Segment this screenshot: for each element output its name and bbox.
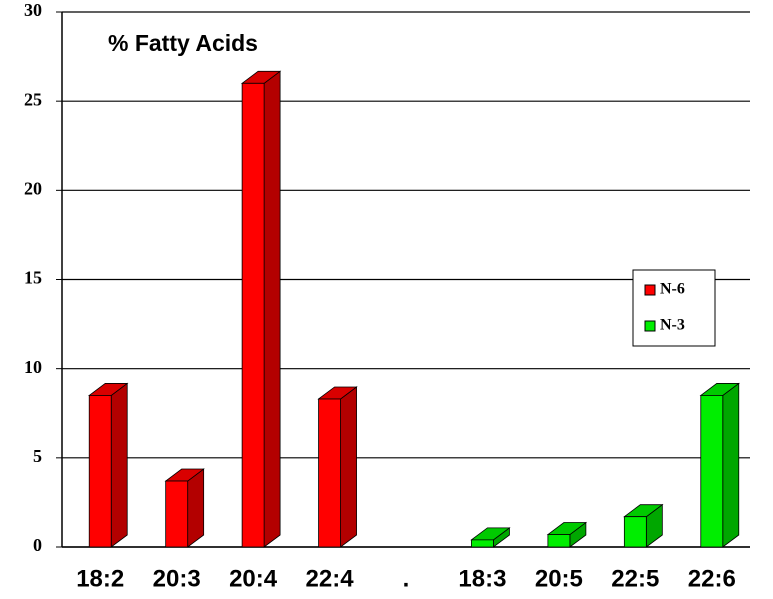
y-tick-label: 5 xyxy=(33,446,42,466)
x-tick-label: . xyxy=(403,565,410,592)
x-tick-label: 20:5 xyxy=(535,565,583,592)
bar xyxy=(623,516,647,548)
bar xyxy=(88,395,112,548)
bar xyxy=(318,398,341,548)
bar xyxy=(700,395,724,548)
chart-title: % Fatty Acids xyxy=(108,30,258,56)
bar-side xyxy=(340,386,357,548)
bar-side xyxy=(187,468,205,548)
x-tick-label: 18:2 xyxy=(76,565,124,592)
bar xyxy=(241,82,265,548)
x-tick-label: 20:4 xyxy=(229,565,278,592)
x-tick-label: 18:3 xyxy=(458,565,506,592)
legend-label: N-3 xyxy=(660,317,685,334)
y-tick-label: 15 xyxy=(24,268,42,288)
y-tick-label: 0 xyxy=(33,535,42,555)
bar-side xyxy=(722,382,740,548)
y-tick-label: 30 xyxy=(24,0,42,20)
x-tick-label: 22:5 xyxy=(611,565,659,592)
legend-box xyxy=(632,269,716,347)
y-tick-label: 20 xyxy=(24,178,42,198)
legend-label: N-6 xyxy=(660,281,685,298)
bar-side xyxy=(110,382,128,548)
x-tick-label: 22:6 xyxy=(688,565,736,592)
bar-side xyxy=(263,70,281,548)
y-tick-label: 10 xyxy=(24,357,42,377)
bar xyxy=(471,539,494,548)
x-tick-label: 22:4 xyxy=(306,565,355,592)
bar xyxy=(547,534,571,548)
legend-swatch xyxy=(644,284,656,296)
x-tick-label: 20:3 xyxy=(153,565,201,592)
bar xyxy=(165,480,189,548)
legend-swatch xyxy=(644,320,656,332)
y-tick-label: 25 xyxy=(24,89,42,109)
